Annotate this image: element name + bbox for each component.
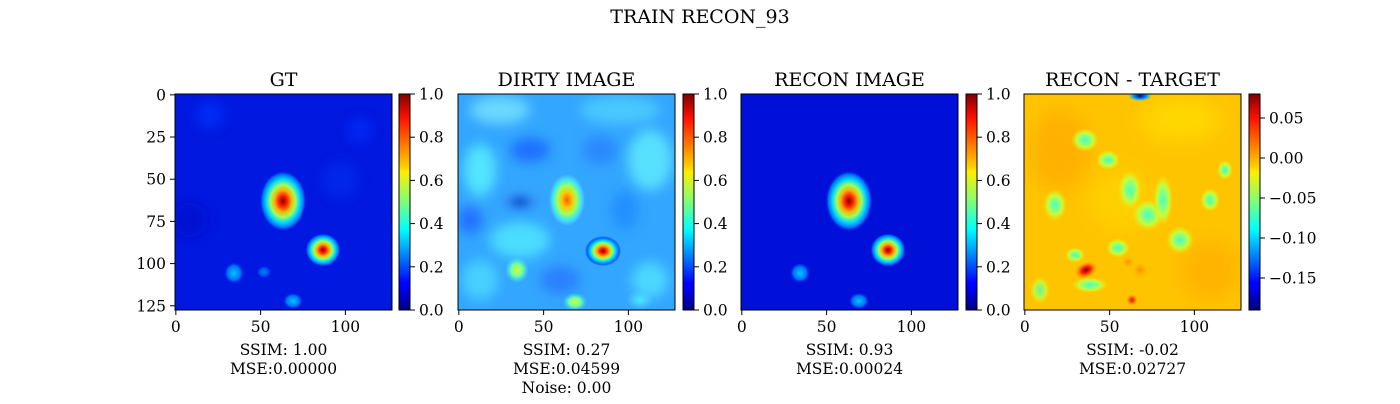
dirty-cbar-tick-label: 1.0 [703,86,728,104]
dirty-metric: Noise: 0.00 [522,379,612,397]
dirty-cbar-tick-label: 0.2 [703,258,728,276]
recon-image [741,94,958,310]
diff-xtick-label: 100 [1180,318,1210,336]
dirty-cbar-tick-label: 0.6 [703,172,728,190]
panel-dirty [457,93,695,311]
annotations: GT 0 50 100 0 25 50 75 100 125 0.0 0.2 0.4 0.6 0.8 1.0 S… [136,69,1316,397]
dirty-xtick-label: 50 [534,318,554,336]
recon-title: RECON IMAGE [774,69,925,91]
diff-cbar-tick-label: 0.05 [1269,110,1304,128]
dirty-xtick-label: 0 [454,318,464,336]
recon-cbar-tick-label: 0.8 [986,129,1011,147]
recon-xtick-label: 100 [897,318,927,336]
recon-cbar-tick-label: 0.4 [986,215,1011,233]
recon-cbar [965,93,978,311]
gt-cbar-tick-label: 0.4 [419,215,444,233]
gt-cbar-tick-label: 1.0 [419,86,444,104]
dirty-cbar [682,93,695,311]
gt-cbar-tick-label: 0.6 [419,172,444,190]
dirty-metric: SSIM: 0.27 [523,341,611,359]
dirty-cbar-tick-label: 0.8 [703,129,728,147]
gt-xtick-label: 0 [171,318,181,336]
dirty-image [458,94,675,310]
recon-xtick-label: 50 [817,318,837,336]
gt-ytick-label: 125 [136,297,166,315]
diff-cbar [1248,93,1261,311]
diff-cbar-tick-label: −0.05 [1269,190,1317,208]
dirty-cbar-tick-label: 0.4 [703,215,728,233]
recon-cbar-tick-label: 0.0 [986,302,1011,320]
gt-ytick-label: 100 [136,255,166,273]
gt-ytick-label: 25 [146,129,166,147]
gt-cbar-tick-label: 0.8 [419,129,444,147]
gt-ytick-label: 50 [146,171,166,189]
recon-xtick-label: 0 [737,318,747,336]
panel-diff [1023,93,1261,311]
recon-metric: SSIM: 0.93 [806,341,894,359]
gt-title: GT [270,69,298,91]
recon-cbar-tick-label: 1.0 [986,86,1011,104]
gt-metric: SSIM: 1.00 [240,341,328,359]
recon-cbar-tick-label: 0.2 [986,258,1011,276]
recon-metric: MSE:0.00024 [796,360,903,378]
diff-image [1024,94,1241,310]
gt-image [175,94,392,310]
diff-cbar-tick-label: 0.00 [1269,150,1304,168]
diff-title: RECON - TARGET [1045,69,1220,91]
diff-cbar-tick-label: −0.10 [1269,230,1317,248]
recon-cbar-tick-label: 0.6 [986,172,1011,190]
dirty-xtick-label: 100 [614,318,644,336]
diff-xtick-label: 0 [1020,318,1030,336]
gt-cbar-tick-label: 0.2 [419,258,444,276]
panel-recon [740,93,978,311]
figure-suptitle: TRAIN RECON_93 [610,6,789,28]
dirty-cbar-tick-label: 0.0 [703,302,728,320]
gt-metric: MSE:0.00000 [230,360,337,378]
gt-xtick-label: 50 [251,318,271,336]
diff-metric: SSIM: -0.02 [1086,341,1179,359]
panel-gt [174,93,411,311]
diff-metric: MSE:0.02727 [1079,360,1186,378]
gt-ytick-label: 0 [156,86,166,104]
diff-cbar-tick-label: −0.15 [1269,270,1317,288]
diff-xtick-label: 50 [1100,318,1120,336]
gt-ytick-label: 75 [146,213,166,231]
gt-xtick-label: 100 [331,318,361,336]
dirty-title: DIRTY IMAGE [498,69,636,91]
gt-cbar-tick-label: 0.0 [419,302,444,320]
gt-cbar [398,93,411,311]
dirty-metric: MSE:0.04599 [513,360,620,378]
